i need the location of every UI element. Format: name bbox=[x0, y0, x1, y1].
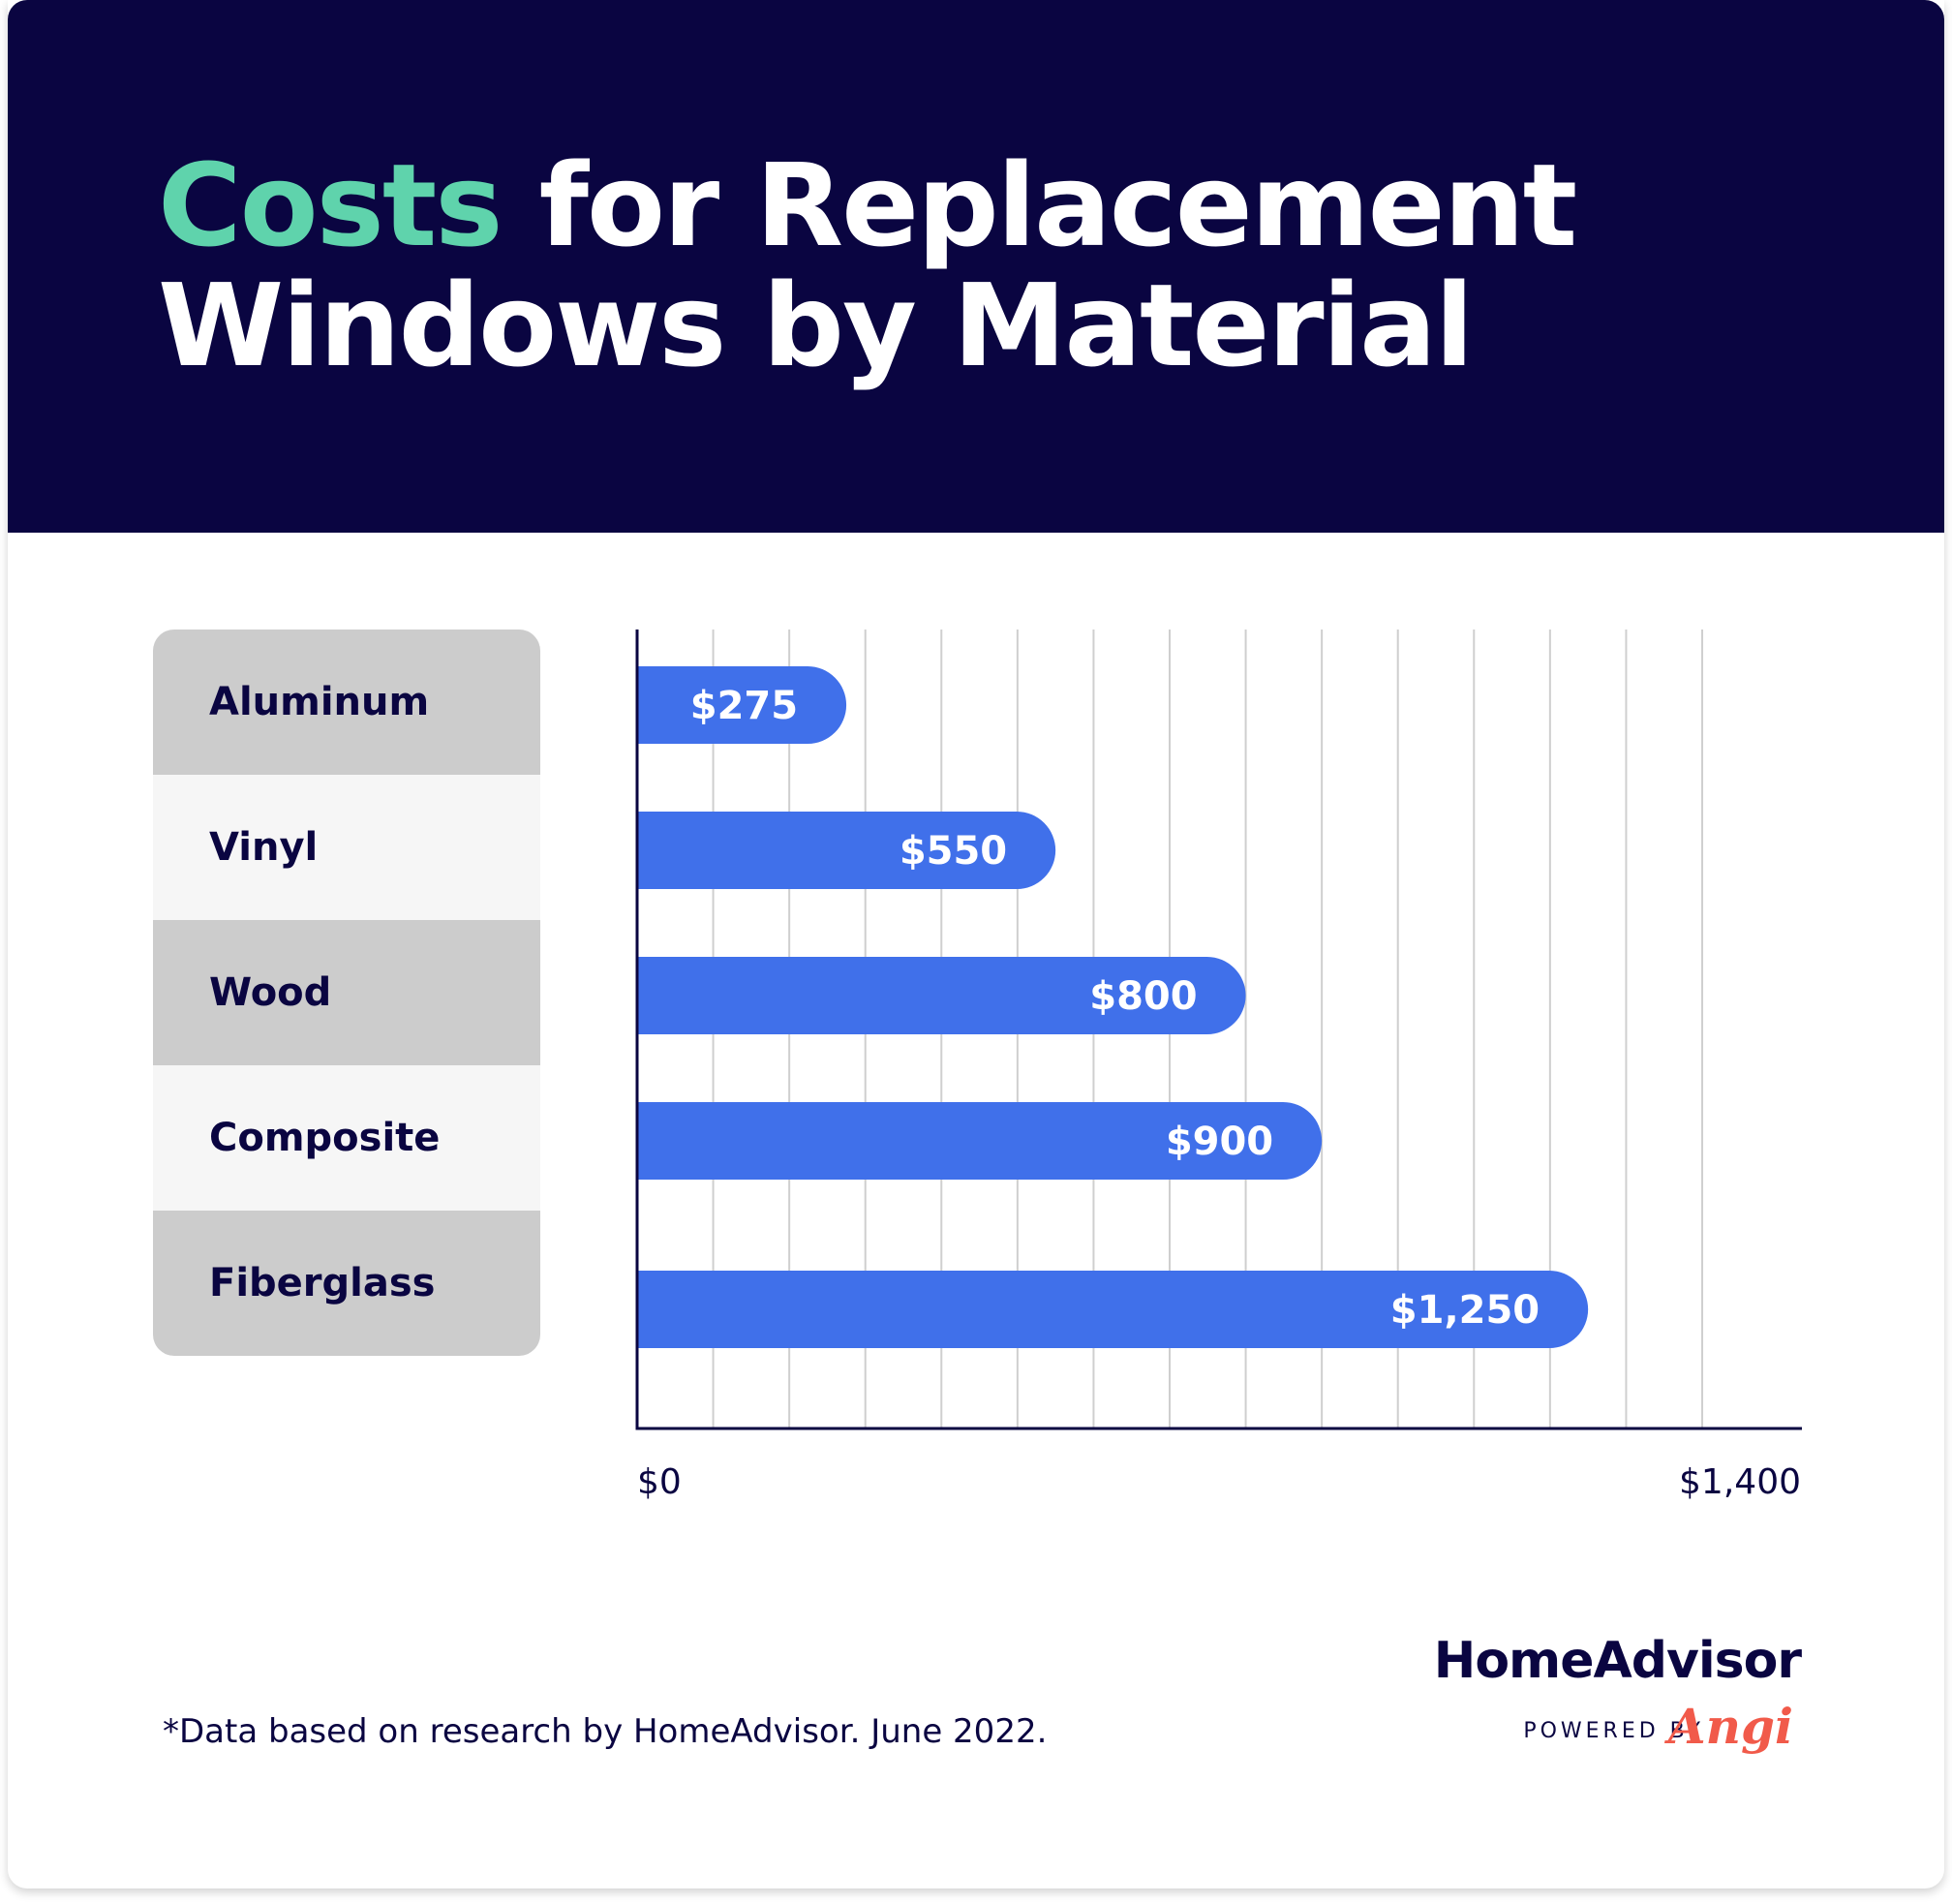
header-banner: Costs for Replacement Windows by Materia… bbox=[8, 0, 1944, 533]
bar bbox=[637, 957, 1246, 1034]
title-line2: Windows by Material bbox=[158, 259, 1474, 392]
bar bbox=[637, 1271, 1589, 1348]
bar bbox=[637, 666, 847, 744]
angi-logo-text: Angi bbox=[1667, 1698, 1793, 1755]
category-label: Composite bbox=[153, 1065, 540, 1211]
category-label: Wood bbox=[153, 920, 540, 1065]
brand-logo: HomeAdvisor POWERED BY Angi bbox=[1434, 1632, 1802, 1758]
bar-value-label: $900 bbox=[1166, 1120, 1273, 1164]
bar-chart: $275 $550 $800 $900 $1,250 $0 $1,400 bbox=[635, 630, 1802, 1502]
bar-value-label: $550 bbox=[900, 829, 1007, 874]
bar bbox=[637, 812, 1056, 889]
title-accent: Costs bbox=[158, 138, 503, 272]
infographic-card: Costs for Replacement Windows by Materia… bbox=[8, 0, 1944, 1889]
powered-by-text: POWERED BY bbox=[1523, 1719, 1704, 1743]
page-title: Costs for Replacement Windows by Materia… bbox=[158, 145, 1577, 385]
title-line1: for Replacement bbox=[501, 138, 1577, 272]
bar-value-label: $1,250 bbox=[1390, 1288, 1540, 1333]
bar-value-label: $275 bbox=[690, 684, 798, 728]
x-tick-label: $0 bbox=[637, 1462, 682, 1502]
brand-name: HomeAdvisor bbox=[1433, 1632, 1802, 1690]
category-label: Vinyl bbox=[153, 775, 540, 920]
category-label: Aluminum bbox=[153, 630, 540, 775]
bar-value-label: $800 bbox=[1089, 974, 1197, 1019]
x-tick-label: $1,400 bbox=[1679, 1462, 1801, 1502]
bar bbox=[637, 1102, 1323, 1180]
category-label-column: Aluminum Vinyl Wood Composite Fiberglass bbox=[153, 630, 540, 1356]
footnote: *Data based on research by HomeAdvisor. … bbox=[163, 1712, 1048, 1751]
category-label: Fiberglass bbox=[153, 1211, 540, 1356]
